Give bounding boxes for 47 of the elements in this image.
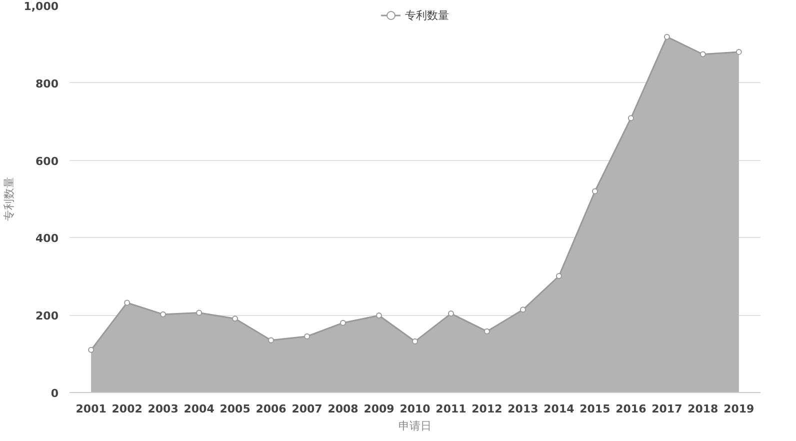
point	[376, 312, 382, 318]
point	[268, 337, 274, 344]
point	[340, 320, 346, 326]
x-tick-label: 2003	[148, 402, 178, 416]
point	[412, 338, 418, 344]
x-tick-label: 2018	[688, 402, 718, 416]
x-tick-label: 2017	[652, 402, 682, 416]
y-tick-label: 600	[36, 154, 59, 168]
point	[700, 51, 706, 58]
x-tick-label: 2001	[76, 402, 106, 416]
x-tick-label: 2010	[400, 402, 431, 416]
y-tick-label: 400	[36, 232, 59, 246]
x-tick-label: 2008	[328, 402, 358, 416]
x-axis-title: 申请日	[398, 420, 432, 432]
point	[160, 311, 166, 318]
point	[664, 34, 670, 40]
x-tick-label: 2005	[220, 402, 250, 416]
x-tick-label: 2019	[724, 402, 754, 416]
point	[592, 188, 598, 194]
point	[304, 333, 310, 340]
x-tick-label: 2006	[256, 402, 287, 416]
x-tick-label: 2009	[364, 402, 394, 416]
x-tick-label: 2002	[112, 402, 142, 416]
point	[556, 273, 562, 280]
point	[124, 300, 130, 306]
y-axis-title: 专利数量	[2, 177, 16, 221]
x-tick-label: 2013	[508, 402, 538, 416]
x-tick-label: 2011	[436, 402, 466, 416]
point	[628, 115, 634, 122]
x-tick-label: 2014	[544, 402, 575, 416]
x-tick-label: 2016	[616, 402, 647, 416]
point	[520, 306, 526, 313]
x-tick-label: 2012	[472, 402, 502, 416]
point	[232, 316, 238, 322]
point	[196, 310, 202, 316]
x-tick-label: 2007	[292, 402, 322, 416]
x-tick-label: 2015	[580, 402, 610, 416]
y-tick-label: 0	[50, 387, 59, 400]
y-tick-label: 800	[36, 77, 59, 90]
legend-label: 专利数量	[405, 8, 449, 22]
point	[736, 48, 742, 55]
x-tick-label: 2004	[184, 402, 215, 416]
point	[448, 310, 454, 317]
point	[88, 346, 94, 353]
y-tick-label: 200	[36, 310, 59, 323]
y-tick-label: 1,000	[24, 0, 59, 13]
point	[484, 328, 490, 334]
